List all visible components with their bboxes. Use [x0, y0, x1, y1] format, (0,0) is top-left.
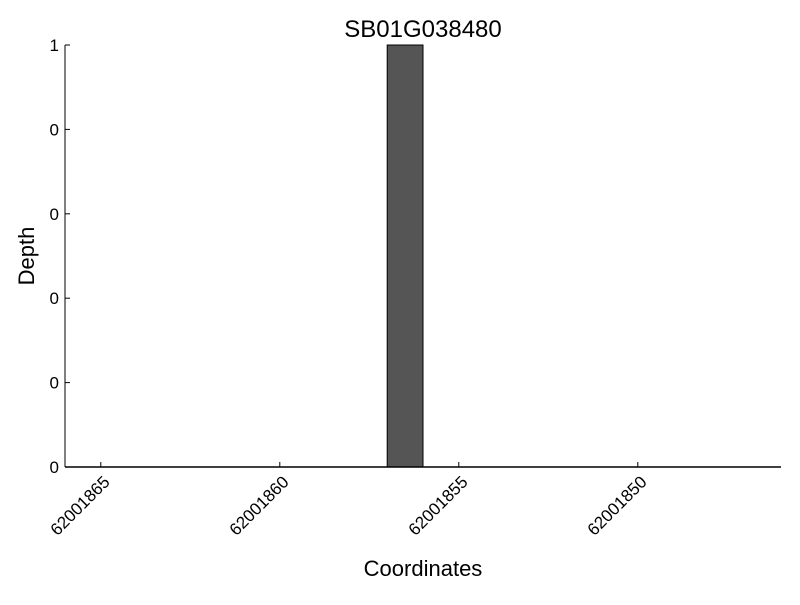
y-tick-label: 0 [50, 120, 59, 139]
y-tick-label: 1 [50, 36, 59, 55]
axes-group [64, 45, 781, 468]
ticks-group: 62001865 62001860 62001855 62001850 0 0 0 0 0 1 [47, 36, 651, 539]
y-tick-label: 0 [50, 458, 59, 477]
x-tick-label: 62001850 [584, 472, 651, 539]
x-tick-label: 62001855 [405, 472, 472, 539]
y-tick-label: 0 [50, 205, 59, 224]
y-axis-label: Depth [14, 227, 39, 286]
chart-title: SB01G038480 [344, 16, 501, 43]
y-tick-label: 0 [50, 374, 59, 393]
x-tick-label: 62001865 [47, 472, 114, 539]
bars-group [386, 44, 424, 468]
y-tick-label: 0 [50, 289, 59, 308]
x-axis-label: Coordinates [364, 556, 483, 581]
x-tick-label: 62001860 [226, 472, 293, 539]
bar [386, 44, 424, 468]
